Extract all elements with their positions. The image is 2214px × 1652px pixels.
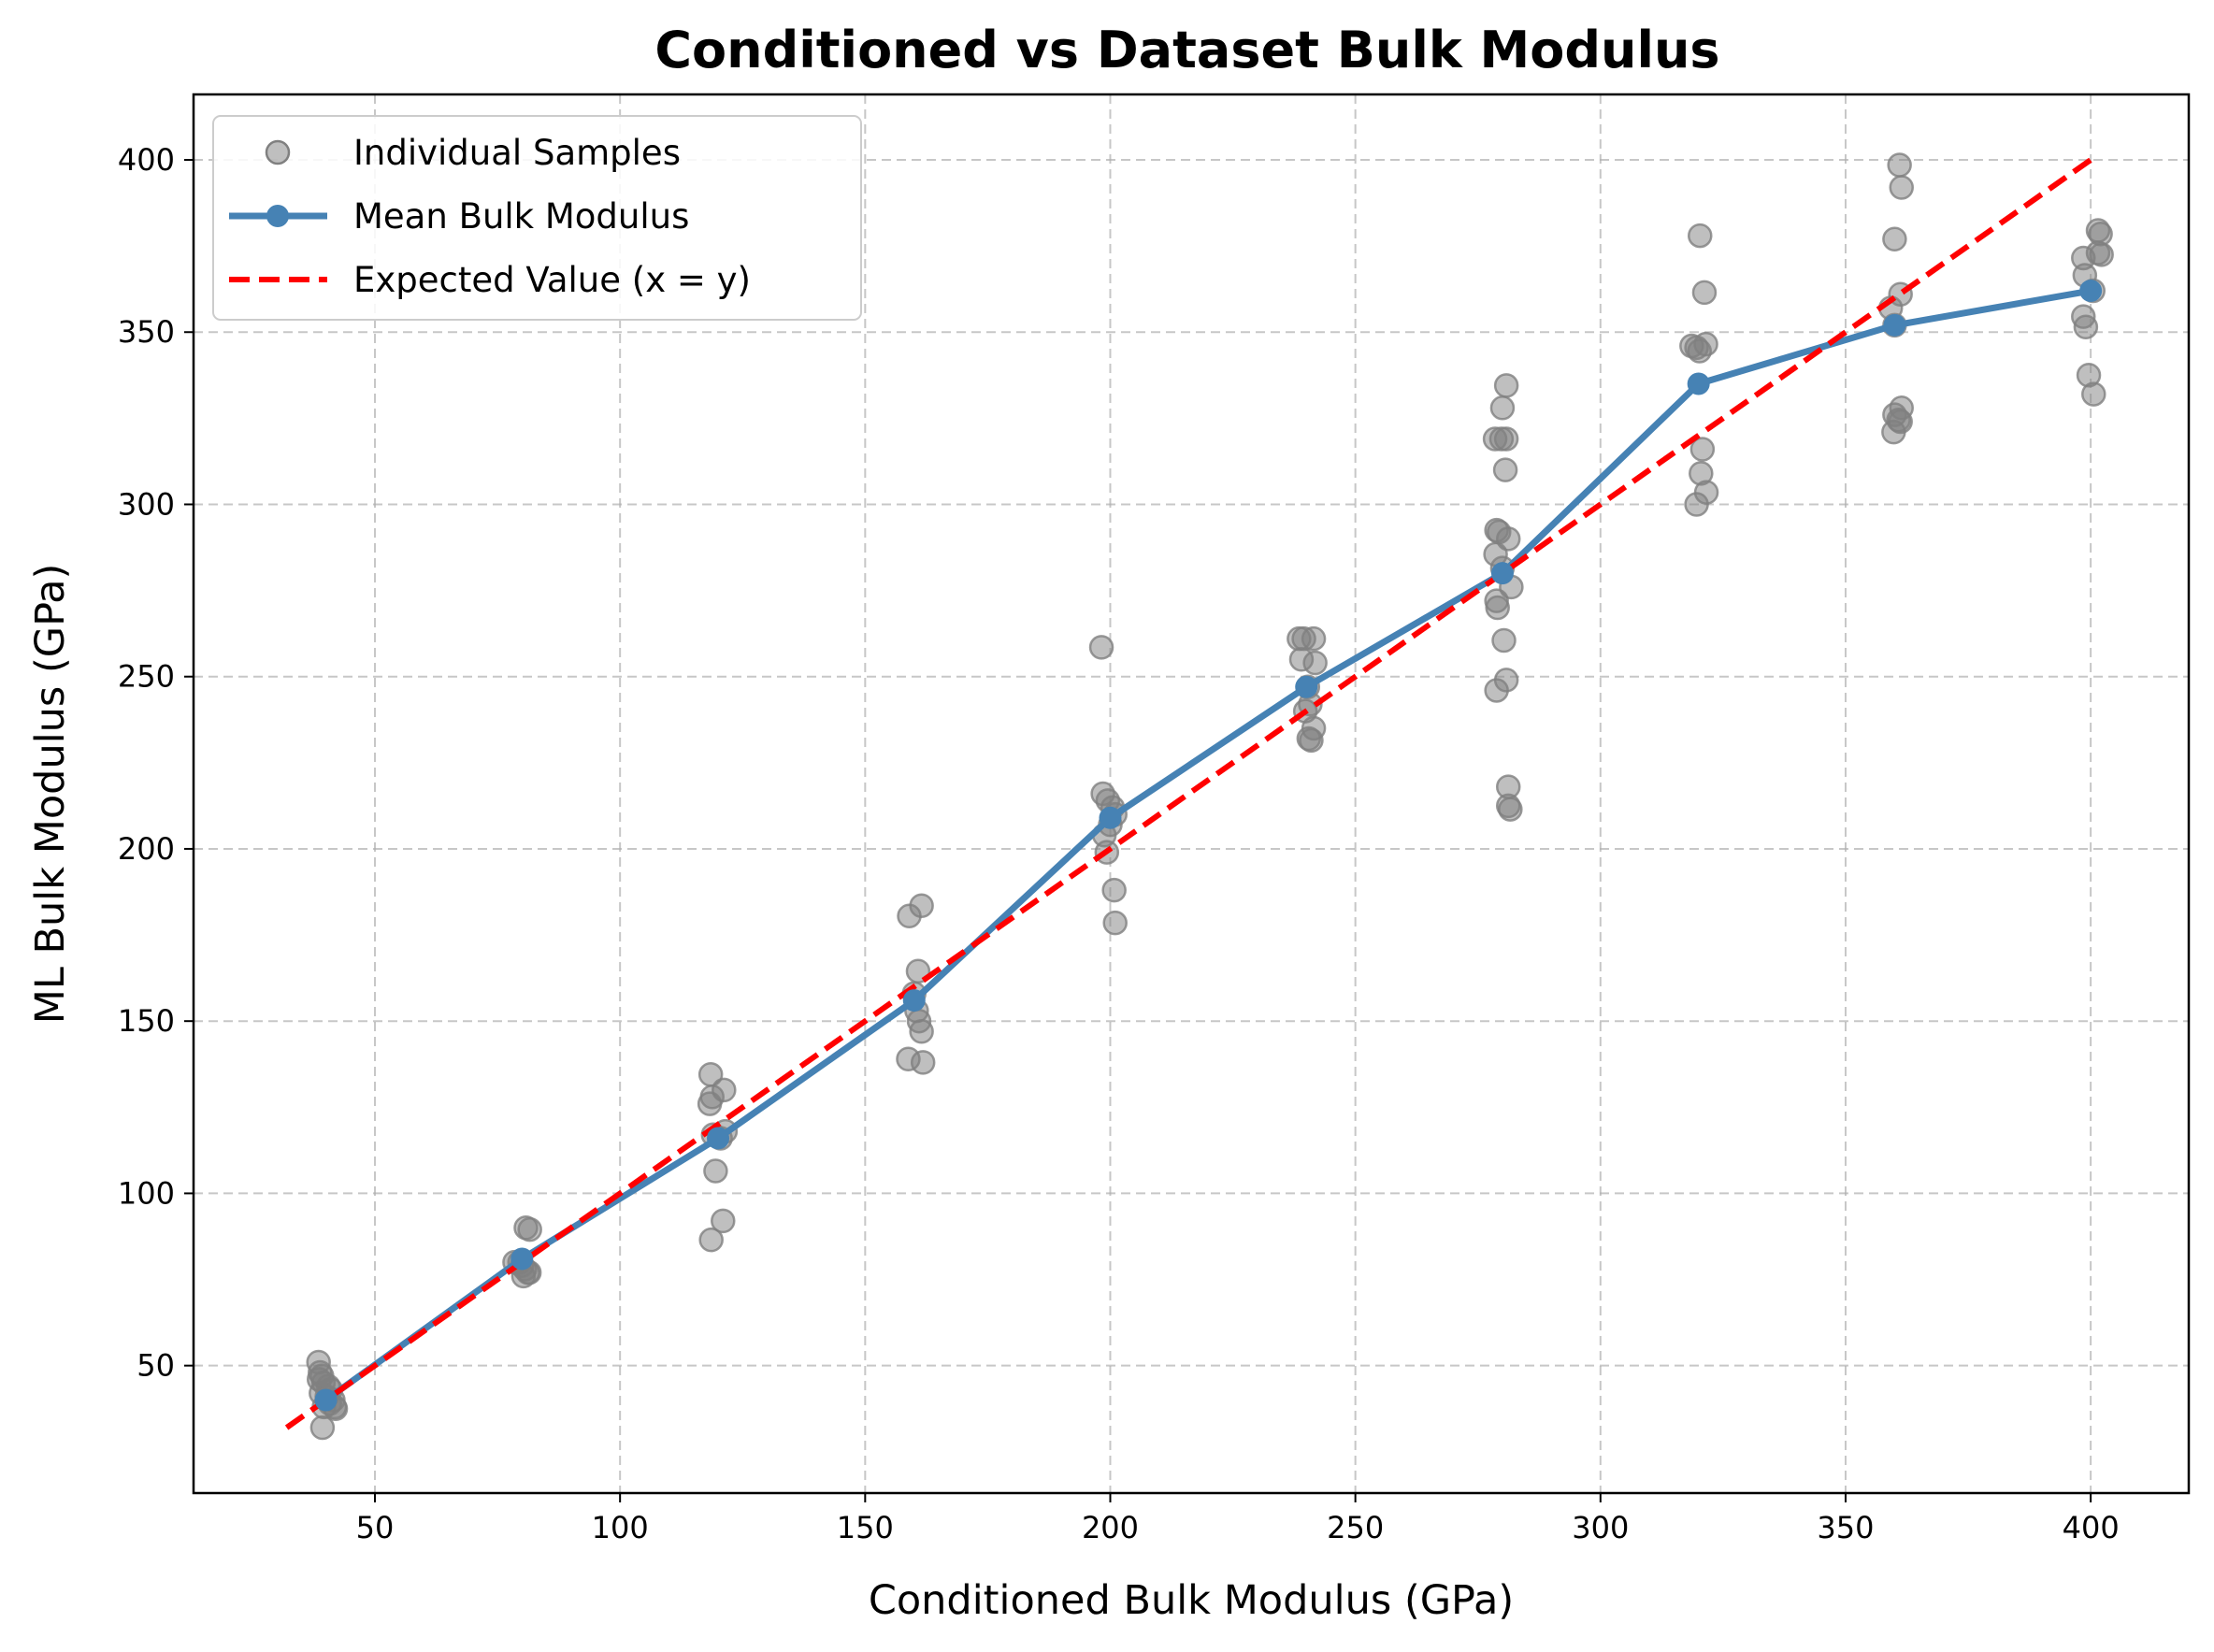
x-axis-label: Conditioned Bulk Modulus (GPa) (869, 1577, 1514, 1624)
y-tick-label: 300 (118, 486, 175, 522)
legend-label-mean: Mean Bulk Modulus (353, 196, 689, 237)
y-tick-label: 150 (118, 1003, 175, 1039)
sample-point (1498, 797, 1523, 822)
sample-point (711, 1208, 736, 1234)
x-tick-label: 350 (1817, 1510, 1874, 1545)
x-tick-label: 250 (1327, 1510, 1384, 1545)
sample-point (1493, 426, 1519, 452)
mean-point (314, 1388, 338, 1412)
sample-point (703, 1158, 728, 1184)
chart-title: Conditioned vs Dataset Bulk Modulus (654, 21, 1719, 79)
plot-frame (192, 93, 2191, 1495)
legend-label-samples: Individual Samples (353, 133, 681, 173)
x-tick-label: 300 (1572, 1510, 1629, 1545)
sample-point (1889, 175, 1914, 200)
legend: Individual Samples Mean Bulk Modulus Exp… (212, 115, 862, 321)
sample-point (1881, 419, 1906, 445)
mean-point (1883, 313, 1906, 337)
x-tick-label: 400 (2063, 1510, 2120, 1545)
y-tick-label: 350 (118, 314, 175, 350)
mean-point (902, 989, 926, 1013)
legend-marker-samples (265, 139, 291, 165)
tick-layer: 50 100 150 200 250 300 350 400 50 100 150 200 250 300… (118, 142, 2120, 1545)
sample-point (2081, 381, 2106, 407)
legend-box (212, 115, 862, 321)
expected-line (284, 157, 2092, 1430)
sample-point (698, 1227, 724, 1253)
y-tick-label: 50 (137, 1348, 175, 1384)
mean-point (1099, 806, 1122, 829)
sample-point (1887, 152, 1912, 178)
sample-point (1493, 373, 1519, 398)
sample-point (712, 1077, 737, 1103)
sample-point (1492, 457, 1518, 482)
sample-point (2089, 242, 2114, 267)
sample-point (1101, 877, 1127, 903)
mean-point (1295, 675, 1318, 698)
sample-point (910, 1050, 936, 1075)
sample-point (1489, 395, 1516, 421)
sample-point (1484, 678, 1509, 703)
mean-point (1687, 372, 1710, 395)
sample-point (909, 893, 934, 919)
y-tick-label: 250 (118, 659, 175, 695)
y-tick-label: 200 (118, 831, 175, 867)
sample-point (1691, 280, 1718, 306)
sample-point (1882, 226, 1907, 252)
sample-point (1485, 595, 1510, 621)
sample-point (1687, 223, 1713, 249)
mean-line (323, 287, 2094, 1404)
legend-label-expected: Expected Value (x = y) (353, 260, 751, 300)
plot-layer (284, 152, 2114, 1441)
sample-point (1302, 650, 1328, 676)
x-tick-label: 100 (592, 1510, 649, 1545)
mean-point (1490, 562, 1514, 585)
mean-point (510, 1247, 534, 1271)
sample-point (517, 1216, 542, 1243)
y-tick-label: 100 (118, 1175, 175, 1211)
mean-point (2079, 280, 2103, 303)
sample-point (1687, 338, 1712, 364)
sample-point (1088, 635, 1114, 660)
y-tick-label: 400 (118, 142, 175, 178)
legend-marker-mean (266, 205, 289, 227)
sample-point (309, 1415, 336, 1441)
mean-point (707, 1127, 730, 1150)
sample-point (909, 1018, 934, 1044)
sample-point (2073, 314, 2099, 339)
sample-point (1102, 910, 1128, 936)
sample-point (1684, 492, 1709, 517)
x-tick-label: 150 (837, 1510, 894, 1545)
sample-point (1491, 627, 1517, 654)
sample-point (1689, 437, 1716, 462)
y-axis-label: ML Bulk Modulus (GPa) (27, 564, 74, 1024)
sample-point (1301, 625, 1327, 652)
sample-point (1299, 727, 1324, 754)
x-tick-label: 200 (1082, 1510, 1139, 1545)
x-tick-label: 50 (356, 1510, 395, 1545)
